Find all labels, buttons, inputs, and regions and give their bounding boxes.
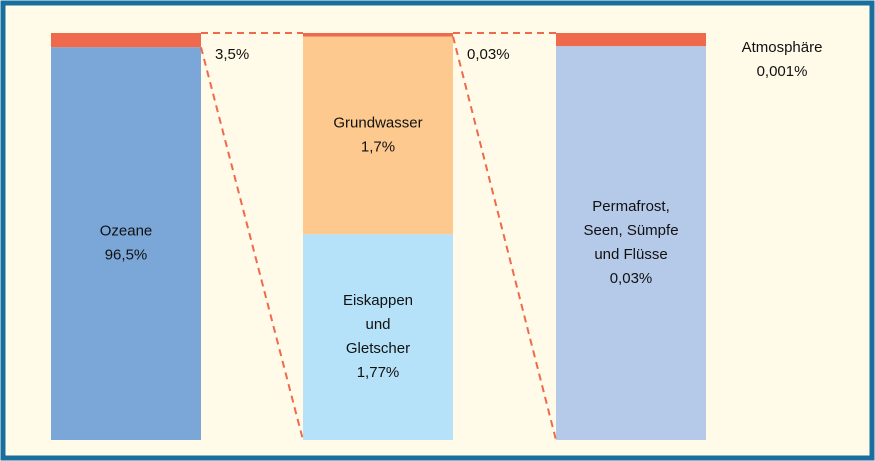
segment-label: 1,77% (357, 364, 400, 381)
segment-label: Eiskappen (343, 292, 413, 309)
segment-label: 1,7% (361, 138, 395, 155)
segment-label: Seen, Sümpfe (583, 222, 678, 239)
segment-label: und (365, 316, 390, 333)
bar-segment (303, 33, 453, 37)
segment-label: 0,03% (467, 46, 510, 63)
bar-segment (556, 33, 706, 47)
bar-segment (303, 234, 453, 440)
connector (200, 46, 304, 441)
bar-segment (51, 33, 201, 48)
segment-label: und Flüsse (594, 246, 667, 263)
segment-label: Permafrost, (592, 198, 670, 215)
segment-label: 0,03% (610, 270, 653, 287)
segment-label: 0,001% (757, 63, 808, 80)
segment-label: 3,5% (215, 46, 249, 63)
connector (452, 36, 557, 441)
segment-label: Ozeane (100, 223, 153, 240)
segment-label: Gletscher (346, 340, 410, 357)
bar-segment (303, 36, 453, 235)
segment-label: Grundwasser (333, 114, 422, 131)
bar-segment (51, 47, 201, 441)
segment-label: Atmosphäre (742, 39, 823, 56)
segment-label: 96,5% (105, 247, 148, 264)
bar-segment (556, 46, 706, 441)
